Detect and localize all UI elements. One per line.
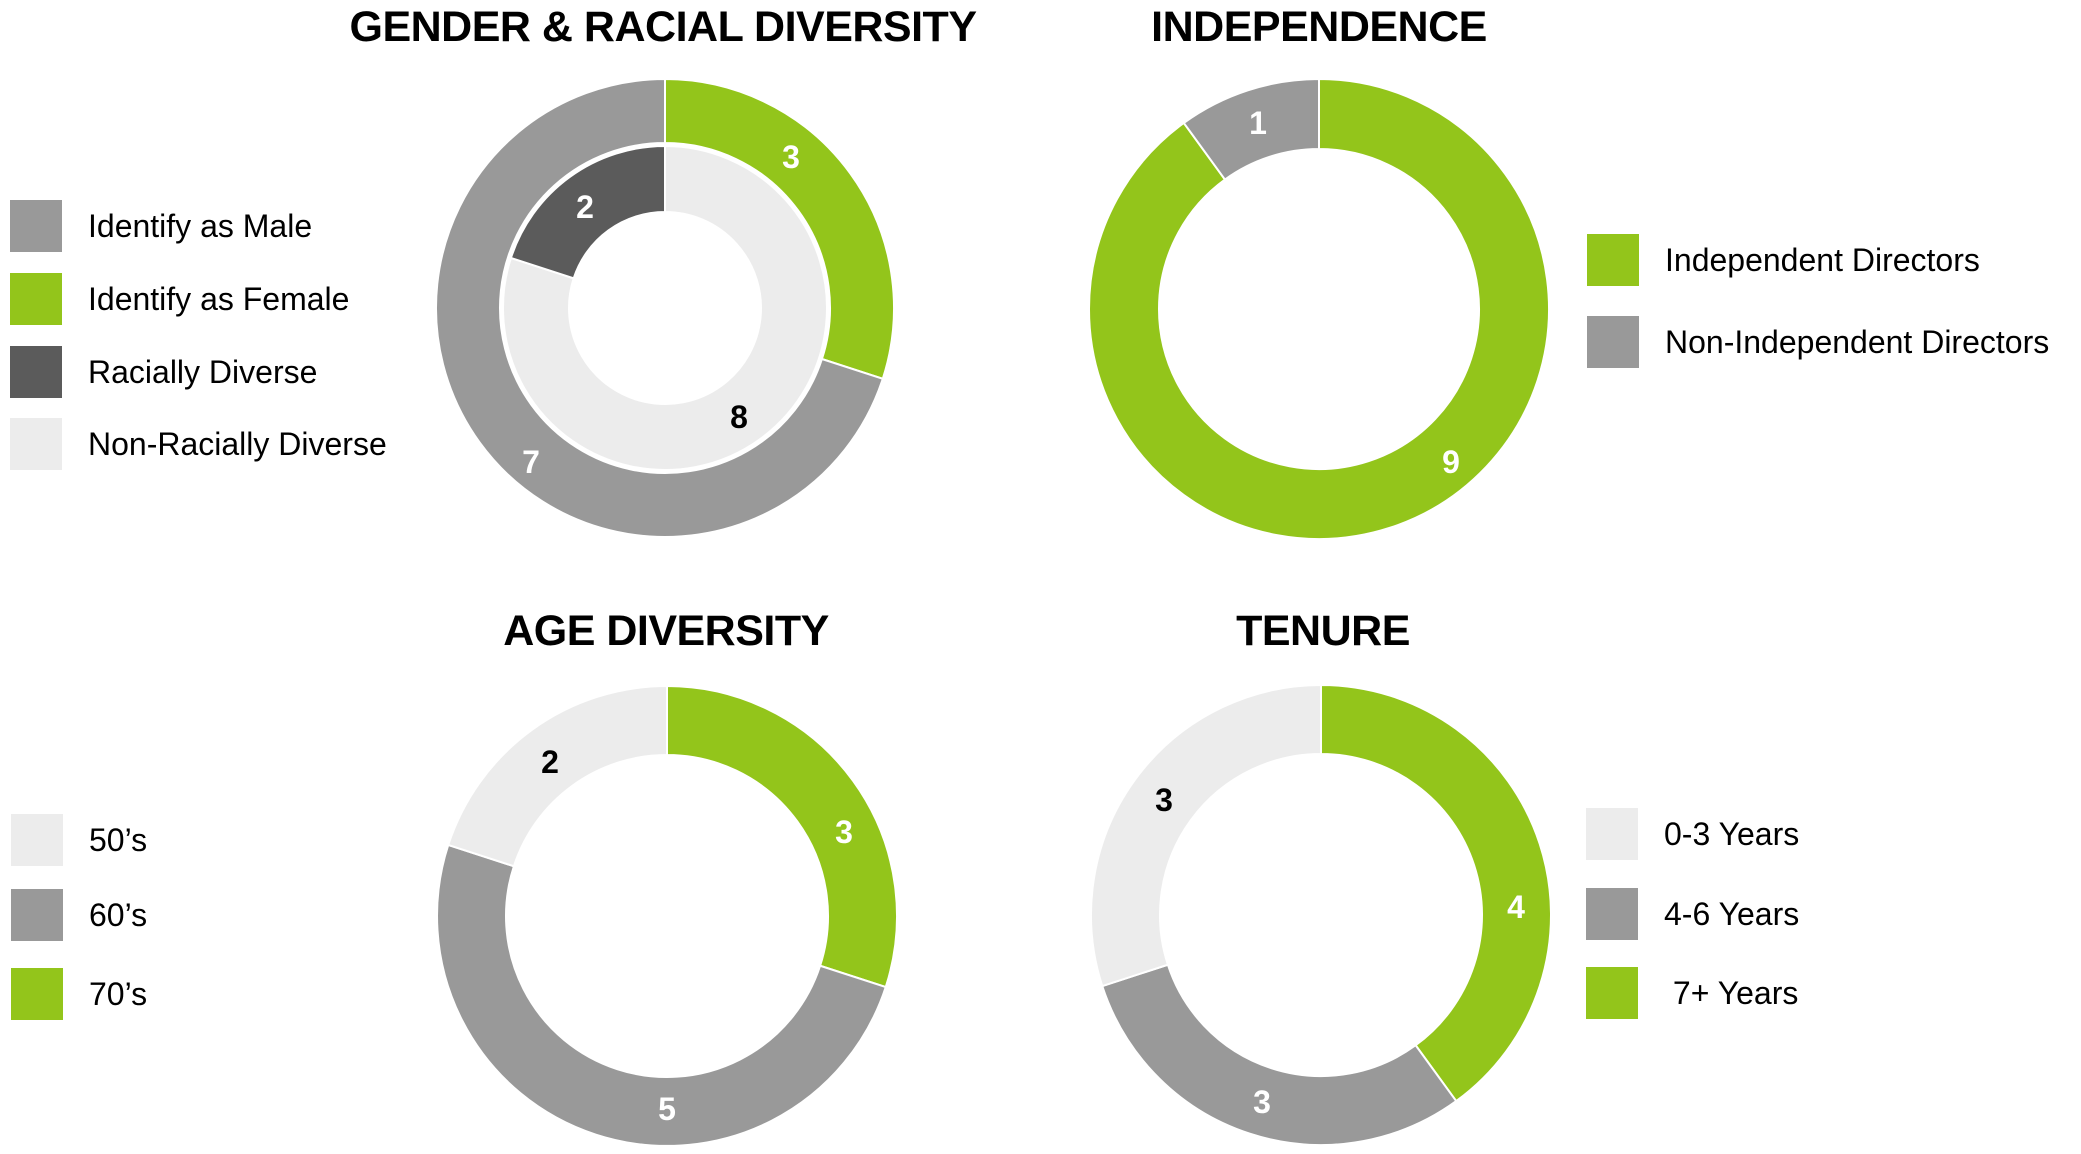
donut-slice: [1320, 683, 1552, 1103]
independence-donut: 91: [1088, 77, 1550, 540]
legend-item-7-plus-years: 7+ Years: [1586, 967, 1798, 1019]
legend-swatch: [1587, 234, 1639, 286]
donut-slice: [502, 144, 828, 471]
slice-value-label: 3: [1253, 1084, 1271, 1120]
slice-value-label: 7: [522, 444, 540, 480]
legend-item-female: Identify as Female: [10, 273, 349, 325]
slice-value-label: 8: [730, 399, 748, 435]
donut-slice: [509, 144, 666, 280]
legend-swatch: [10, 273, 62, 325]
donut-slice: [435, 77, 885, 538]
donut-slice: [666, 684, 898, 989]
legend-item-independent: Independent Directors: [1587, 234, 1980, 286]
tenure-chart-title: TENURE: [1236, 607, 1410, 655]
legend-label: 4-6 Years: [1664, 895, 1800, 932]
slice-value-label: 4: [1507, 889, 1525, 925]
legend-label: Racially Diverse: [88, 353, 318, 390]
independence-chart-title: INDEPENDENCE: [1151, 3, 1487, 51]
age-chart-title: AGE DIVERSITY: [503, 607, 829, 655]
legend-item-male: Identify as Male: [10, 200, 312, 252]
slice-value-label: 2: [541, 744, 559, 780]
legend-swatch: [1586, 808, 1638, 860]
slice-value-label: 9: [1442, 444, 1460, 480]
legend-label: Independent Directors: [1665, 241, 1980, 278]
gender-chart-title: GENDER & RACIAL DIVERSITY: [349, 3, 978, 51]
legend-swatch: [11, 814, 63, 866]
slice-value-label: 3: [1155, 782, 1173, 818]
legend-label: 60’s: [89, 896, 148, 933]
donut-slice: [1090, 683, 1322, 988]
slice-value-label: 5: [658, 1091, 676, 1127]
legend-label: Non-Racially Diverse: [88, 425, 387, 462]
gender-donut-inner: 82: [502, 144, 828, 471]
slice-value-label: 2: [576, 189, 594, 225]
legend-label: Identify as Male: [88, 207, 313, 244]
legend-swatch: [11, 889, 63, 941]
legend-item-60s: 60’s: [11, 889, 147, 941]
legend-label: 7+ Years: [1664, 974, 1799, 1011]
slice-value-label: 1: [1249, 105, 1267, 141]
tenure-donut: 4 3 3: [1090, 683, 1552, 1146]
gender-donut-outer: 37: [435, 77, 895, 538]
legend-swatch: [10, 200, 62, 252]
donut-slice: [436, 843, 888, 1147]
legend-swatch: [1587, 316, 1639, 368]
donut-slice: [446, 684, 668, 868]
legend-item-0-3-years: 0-3 Years: [1586, 808, 1799, 860]
legend-label: Identify as Female: [88, 280, 350, 317]
legend-item-50s: 50’s: [11, 814, 147, 866]
legend-label: 0-3 Years: [1664, 815, 1800, 852]
legend-swatch: [1586, 967, 1638, 1019]
legend-swatch: [10, 418, 62, 470]
legend-item-racially-diverse: Racially Diverse: [10, 346, 317, 398]
donut-slice: [664, 77, 895, 381]
legend-swatch: [1586, 888, 1638, 940]
legend-swatch: [10, 346, 62, 398]
legend-item-70s: 70’s: [11, 968, 147, 1020]
donut-slice: [1088, 77, 1550, 540]
slice-value-label: 3: [835, 814, 853, 850]
legend-item-non-independent: Non-Independent Directors: [1587, 316, 2049, 368]
legend-label: Non-Independent Directors: [1665, 323, 2050, 360]
donut-slice: [1182, 77, 1320, 181]
donut-slice: [1100, 963, 1458, 1146]
age-donut: 3 5 2: [436, 684, 898, 1147]
legend-item-4-6-years: 4-6 Years: [1586, 888, 1799, 940]
legend-label: 70’s: [89, 975, 148, 1012]
legend-label: 50’s: [89, 821, 148, 858]
legend-item-non-racially-diverse: Non-Racially Diverse: [10, 418, 387, 470]
legend-swatch: [11, 968, 63, 1020]
slice-value-label: 3: [782, 139, 800, 175]
